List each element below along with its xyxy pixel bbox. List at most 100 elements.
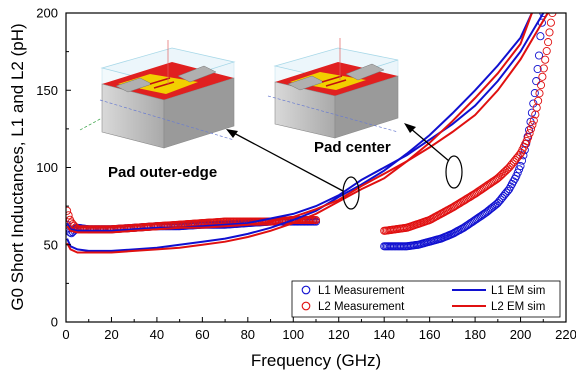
marker-l1-measurement (534, 51, 544, 60)
marker-l2-measurement (311, 215, 321, 225)
marker-l1-measurement (533, 64, 542, 74)
y-tick-label: 50 (44, 237, 58, 252)
marker-l2-measurement (525, 129, 534, 138)
annotation-marks (226, 123, 463, 210)
marker-l2-measurement (542, 46, 551, 56)
marker-l2-measurement (535, 89, 544, 98)
legend-label-l2-measurement: L2 Measurement (318, 301, 405, 313)
marker-l1-measurement (492, 200, 501, 209)
marker-l2-measurement (534, 96, 543, 105)
y-tick-label: 0 (51, 315, 58, 330)
marker-l2-measurement (499, 168, 508, 177)
marker-l2-measurement (538, 72, 547, 81)
outer-edge-ellipse (342, 176, 360, 210)
marker-l1-measurement (503, 186, 512, 195)
marker-l2-measurement (541, 55, 550, 64)
y-tick-label: 200 (36, 6, 58, 21)
marker-l1-measurement (476, 212, 485, 221)
sim-line-l1-em-sim-2 (66, 13, 545, 232)
y-axis-title: G0 Short Inductances, L1 and L2 (pH) (8, 23, 27, 310)
marker-l2-measurement (526, 124, 536, 134)
x-tick-label: 0 (62, 327, 69, 342)
marker-l2-measurement (548, 13, 557, 18)
marker-l2-measurement (494, 173, 503, 182)
sim-line-l1-em-sim-1 (66, 13, 533, 252)
marker-l2-measurement (515, 150, 524, 159)
legend-item-l1-em-sim: L1 EM sim (452, 285, 545, 297)
marker-l2-measurement (66, 206, 72, 215)
ticks-layer: 0 20 40 60 80 100 120 140 160 180 200 220 0 50 100 150 2… (36, 6, 576, 343)
series-l2-em-sim (66, 13, 549, 254)
marker-l2-measurement (495, 172, 504, 181)
marker-l2-measurement (487, 178, 496, 187)
marker-l2-measurement (524, 133, 533, 142)
marker-l2-measurement (479, 183, 489, 192)
marker-l1-measurement (463, 220, 473, 229)
center-ellipse (445, 155, 463, 189)
marker-l2-measurement (501, 167, 510, 176)
marker-l1-measurement (462, 221, 471, 230)
sim-line-l2-em-sim-1 (66, 13, 533, 254)
annotation-pad-outer-edge: Pad outer-edge (108, 164, 217, 181)
marker-l2-measurement (485, 179, 494, 188)
x-tick-label: 80 (241, 327, 255, 342)
x-tick-label: 140 (373, 327, 395, 342)
marker-l1-measurement (536, 32, 545, 41)
legend-marker-l2-measurement (301, 301, 311, 311)
legend-marker-l1-measurement (301, 285, 311, 295)
marker-l1-measurement (471, 215, 480, 225)
marker-l1-measurement (490, 201, 500, 210)
marker-l2-measurement (502, 165, 511, 174)
legend-item-l2-measurement: L2 Measurement (301, 301, 405, 313)
pad-center-model-illustration (267, 38, 399, 139)
series-layer (66, 13, 557, 254)
marker-l2-measurement (545, 28, 554, 37)
x-tick-label: 220 (555, 327, 576, 342)
legend-item-l1-measurement: L1 Measurement (301, 285, 405, 297)
x-tick-label: 60 (195, 327, 209, 342)
x-tick-label: 180 (464, 327, 486, 342)
x-tick-label: 20 (104, 327, 118, 342)
legend-item-l2-em-sim: L2 EM sim (452, 301, 545, 313)
marker-l1-measurement (478, 211, 487, 220)
legend: L1 Measurement L2 Measurement L1 EM sim … (291, 280, 561, 318)
legend-label-l1-measurement: L1 Measurement (318, 285, 405, 297)
center-arrow (404, 123, 450, 162)
marker-l1-measurement (519, 151, 528, 160)
pad-outer-edge-model-illustration (79, 40, 236, 149)
legend-box (291, 280, 561, 318)
x-tick-label: 40 (150, 327, 164, 342)
marker-l1-measurement (505, 185, 514, 194)
marker-l1-measurement (469, 216, 478, 226)
series-l1-em-sim (66, 13, 545, 252)
marker-l1-measurement (530, 89, 539, 98)
marker-l1-measurement (475, 213, 484, 222)
legend-label-l1-em-sim: L1 EM sim (491, 285, 545, 297)
marker-l2-measurement (539, 64, 548, 73)
marker-l2-measurement (544, 38, 553, 47)
marker-l2-measurement (529, 116, 538, 125)
marker-l2-measurement (498, 169, 507, 178)
sim-line-l2-em-sim-2 (66, 13, 549, 234)
marker-l2-measurement (481, 182, 490, 191)
legend-label-l2-em-sim: L2 EM sim (491, 301, 545, 313)
marker-l2-measurement (475, 186, 484, 195)
x-tick-label: 120 (328, 327, 350, 342)
marker-l2-measurement (528, 120, 537, 129)
outer-edge-arrow (226, 129, 344, 192)
marker-l1-measurement (468, 217, 477, 227)
marker-l1-measurement (539, 13, 548, 18)
marker-l2-measurement (66, 211, 73, 220)
x-tick-label: 100 (282, 327, 304, 342)
marker-l2-measurement (471, 189, 480, 198)
marker-l1-measurement (532, 77, 541, 86)
annotation-pad-center: Pad center (314, 139, 391, 156)
y-tick-label: 150 (36, 83, 58, 98)
x-tick-label: 160 (419, 327, 441, 342)
marker-l2-measurement (536, 81, 546, 90)
x-axis-title: Frequency (GHz) (251, 351, 381, 370)
y-tick-label: 100 (36, 160, 58, 175)
x-tick-label: 200 (510, 327, 532, 342)
marker-l2-measurement (522, 136, 531, 146)
